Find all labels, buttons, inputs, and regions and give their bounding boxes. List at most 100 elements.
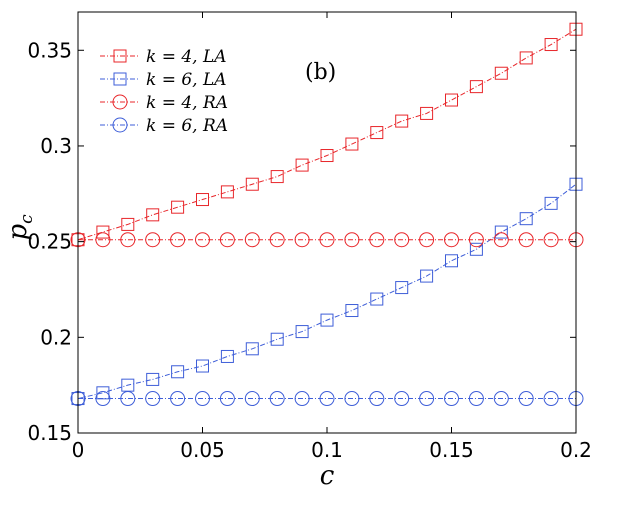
data-point-circle [344,232,360,248]
data-point-square [295,325,309,339]
legend-label: k = 6, LA [146,70,227,90]
data-point-square [345,304,359,318]
data-point-square [420,269,434,283]
data-point-circle [319,391,335,407]
data-point-square [196,359,209,373]
data-point-circle [269,391,285,407]
data-point-square [245,342,259,356]
data-point-square [345,137,359,151]
y-tick-label: 0.15 [27,421,72,445]
data-point-square [320,313,334,327]
data-point-square [245,177,259,191]
data-point-circle [120,232,136,248]
data-point-square [146,208,160,222]
data-point-circle [219,232,235,248]
data-point-circle [369,232,385,248]
x-tick-label: 0.1 [311,438,343,462]
data-point-circle [120,391,136,407]
data-point-square [469,242,483,256]
legend-marker-circle [112,94,128,110]
panel-label: (b) [305,60,336,85]
data-point-circle [294,232,310,248]
data-point-circle [269,232,285,248]
plot-marks [70,22,584,407]
data-point-square [146,372,160,386]
data-point-circle [468,232,484,248]
data-point-square [171,365,185,379]
data-point-circle [244,391,260,407]
data-point-square [270,332,284,346]
data-point-circle [518,232,534,248]
legend-label: k = 4, RA [146,93,228,113]
data-point-square [544,196,558,210]
x-tick-label: 0.05 [180,438,225,462]
series-line [77,28,577,241]
x-axis-label: c [320,461,335,491]
legend-label-k: k = 6, [146,70,203,90]
data-point-square [171,200,185,214]
data-point-circle [344,391,360,407]
data-point-square [395,281,409,295]
data-point-circle [369,391,385,407]
y-tick-label: 0.25 [27,230,72,254]
y-tick-label: 0.35 [27,38,72,62]
x-tick-label: 0 [72,438,85,462]
legend-label-k: k = 4, [146,47,203,67]
series-0 [71,22,583,247]
data-point-square [519,212,533,226]
data-point-square [320,149,334,163]
legend: k = 4, LAk = 6, LAk = 4, RAk = 6, RA [100,47,228,136]
legend-marker-square [113,49,127,63]
data-point-circle [394,232,410,248]
series-line [77,183,577,400]
data-point-circle [394,391,410,407]
data-point-circle [294,391,310,407]
y-tick-label: 0.3 [40,134,72,158]
data-point-circle [419,391,435,407]
data-point-square [295,158,309,172]
svg-text:pc: pc [3,214,37,241]
data-point-circle [95,232,111,248]
legend-entry: k = 6, LA [100,70,227,90]
data-point-circle [319,232,335,248]
legend-label: k = 6, RA [146,116,228,136]
data-point-circle [170,391,186,407]
series-3 [70,391,584,407]
data-point-circle [219,391,235,407]
x-tick-label: 0.2 [560,438,592,462]
data-point-square [420,106,434,120]
y-axis-label-subscript: c [17,214,37,224]
legend-label-method: RA [202,93,228,113]
data-point-circle [145,391,161,407]
legend-entry: k = 4, RA [100,93,228,113]
data-point-circle [468,391,484,407]
data-point-circle [145,232,161,248]
legend-label-method: LA [202,70,227,90]
legend-entry: k = 4, LA [100,47,227,67]
legend-label-k: k = 4, [146,93,203,113]
series-2 [70,232,584,248]
legend-entry: k = 6, RA [100,116,228,136]
data-point-circle [493,391,509,407]
data-point-square [121,217,135,231]
legend-marker-square [113,72,127,86]
data-point-square [370,292,384,306]
data-point-square [544,38,558,52]
data-point-square [96,225,110,239]
data-point-square [220,349,234,363]
legend-label-method: LA [202,47,227,67]
data-point-square [196,193,209,207]
y-tick-label: 0.2 [40,325,72,349]
data-point-circle [419,232,435,248]
data-point-circle [444,232,459,248]
data-point-circle [170,232,186,248]
data-point-circle [195,391,210,407]
data-point-circle [518,391,534,407]
data-point-square [445,254,458,268]
legend-marker-circle [112,117,128,133]
data-point-square [494,225,508,239]
data-point-circle [195,232,210,248]
y-axis-label-main: p [3,224,33,241]
